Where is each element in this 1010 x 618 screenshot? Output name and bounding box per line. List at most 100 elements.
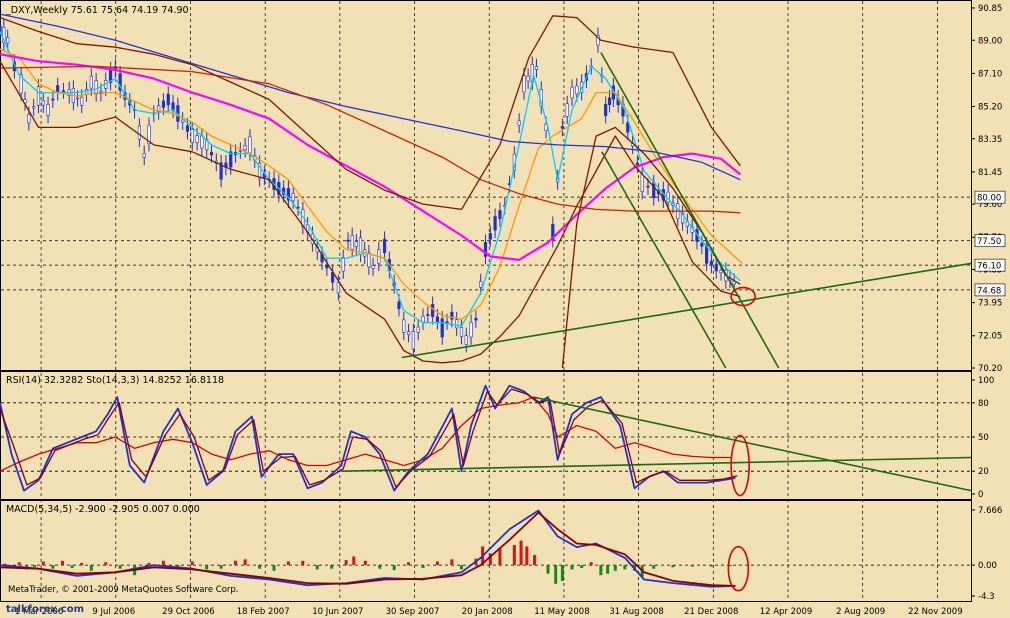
macd-histogram-bar [613, 565, 617, 571]
macd-histogram-bar [161, 560, 165, 566]
y-tick-label: 89.00 [978, 36, 1002, 46]
macd-histogram-bar [498, 547, 502, 566]
macd-histogram-bar [435, 561, 439, 566]
candle-body [118, 73, 122, 91]
macd-histogram-bar [546, 565, 550, 574]
candle-body [257, 162, 262, 180]
macd-histogram-bar [301, 560, 305, 566]
rsi-panel [0, 384, 972, 497]
macd-histogram-bar [344, 560, 348, 566]
macd-histogram-bar [330, 565, 334, 569]
candle-body [534, 66, 539, 70]
macd-histogram-bar [243, 559, 247, 566]
price-panel-frame [0, 0, 972, 371]
candle-body [640, 174, 644, 192]
macd-histogram-bar [258, 565, 262, 569]
macd-histogram-bar [554, 565, 558, 584]
macd-histogram-bar [709, 565, 713, 567]
macd-histogram-bar [89, 565, 93, 571]
candle-body [80, 96, 84, 106]
price-indicator-line [0, 60, 741, 364]
candle-body [714, 263, 718, 272]
candle-body [89, 75, 93, 89]
price-label-text: 74.68 [977, 286, 1001, 296]
candle-body [185, 125, 190, 132]
candle-body [209, 152, 214, 156]
rsi-panel-frame [0, 371, 972, 500]
macd-histogram-bar [652, 565, 656, 569]
candle-body [474, 317, 478, 321]
macd-histogram-bar [363, 560, 367, 566]
macd-histogram-bar [512, 544, 516, 566]
candle-body [522, 75, 526, 93]
candle-body [421, 316, 425, 323]
candle-body [243, 145, 247, 151]
macd-histogram-bar [315, 565, 319, 570]
macd-histogram-bar [118, 565, 122, 569]
price-label-box [974, 258, 1006, 272]
candle-body [371, 265, 375, 269]
y-tick-label: 87.10 [978, 69, 1002, 79]
x-tick-label: 31 Aug 2008 [609, 607, 663, 617]
candle-body [350, 235, 354, 250]
macd-histogram-bar [450, 559, 454, 566]
candle-body [157, 105, 161, 113]
macd-histogram-bar [589, 562, 593, 566]
macd-histogram-bar [51, 565, 55, 569]
macd-histogram-bar [599, 565, 603, 576]
candle-body [229, 151, 233, 168]
x-tick-label: 9 Jul 2006 [92, 607, 135, 617]
price-trendline [401, 262, 972, 359]
price-indicator-line [0, 53, 741, 261]
candle-body [27, 114, 31, 124]
candle-body [19, 74, 23, 94]
y-tick-label: 85.20 [978, 102, 1002, 112]
candle-body [560, 126, 565, 129]
candle-body [565, 103, 569, 117]
candle-body [604, 104, 608, 116]
macd-histogram-bar [190, 561, 194, 566]
price-indicator-line [0, 48, 743, 320]
macd-histogram-bar [352, 556, 356, 566]
macd-histogram-bar [147, 562, 151, 566]
candle-body [607, 97, 612, 106]
candle-body [435, 316, 440, 322]
candle-body [551, 224, 555, 241]
candle-body [336, 282, 341, 294]
x-tick-label: 1 Mar 2006 [15, 607, 63, 617]
candle-body [431, 304, 435, 317]
candle-body [51, 98, 55, 101]
price-panel [0, 13, 972, 369]
candle-body [291, 193, 295, 202]
x-tick-label: 18 Feb 2007 [237, 607, 290, 617]
candle-body [705, 244, 709, 264]
y-tick-label: 79.60 [978, 200, 1002, 210]
candle-body [426, 314, 430, 316]
y-tick-label: 80 [978, 399, 989, 409]
candle-body [0, 25, 2, 34]
y-tick-label: 20 [978, 467, 989, 477]
candle-body [416, 326, 420, 333]
candle-body [238, 149, 242, 152]
watermark-site: talkforex.com [6, 604, 84, 615]
price-trendline [600, 52, 780, 369]
candle-body [219, 162, 223, 180]
candle-body [570, 86, 574, 99]
rsi-series-line [0, 388, 738, 488]
macd-circle-marker [727, 545, 750, 592]
candle-body [171, 102, 175, 111]
macd-series-line [0, 509, 736, 588]
candle-body [719, 270, 723, 273]
y-tick-label: 81.45 [978, 168, 1002, 178]
y-tick-label: 83.35 [978, 135, 1002, 145]
candle-body [41, 100, 45, 106]
macd-histogram-bar [70, 565, 74, 568]
candle-body [483, 242, 488, 257]
candle-body [411, 330, 415, 350]
candle-body [517, 120, 521, 126]
candle-body [406, 331, 411, 335]
candle-body [479, 281, 483, 288]
candle-body [46, 104, 50, 116]
candle-body [181, 119, 185, 123]
price-label-box [974, 283, 1006, 297]
